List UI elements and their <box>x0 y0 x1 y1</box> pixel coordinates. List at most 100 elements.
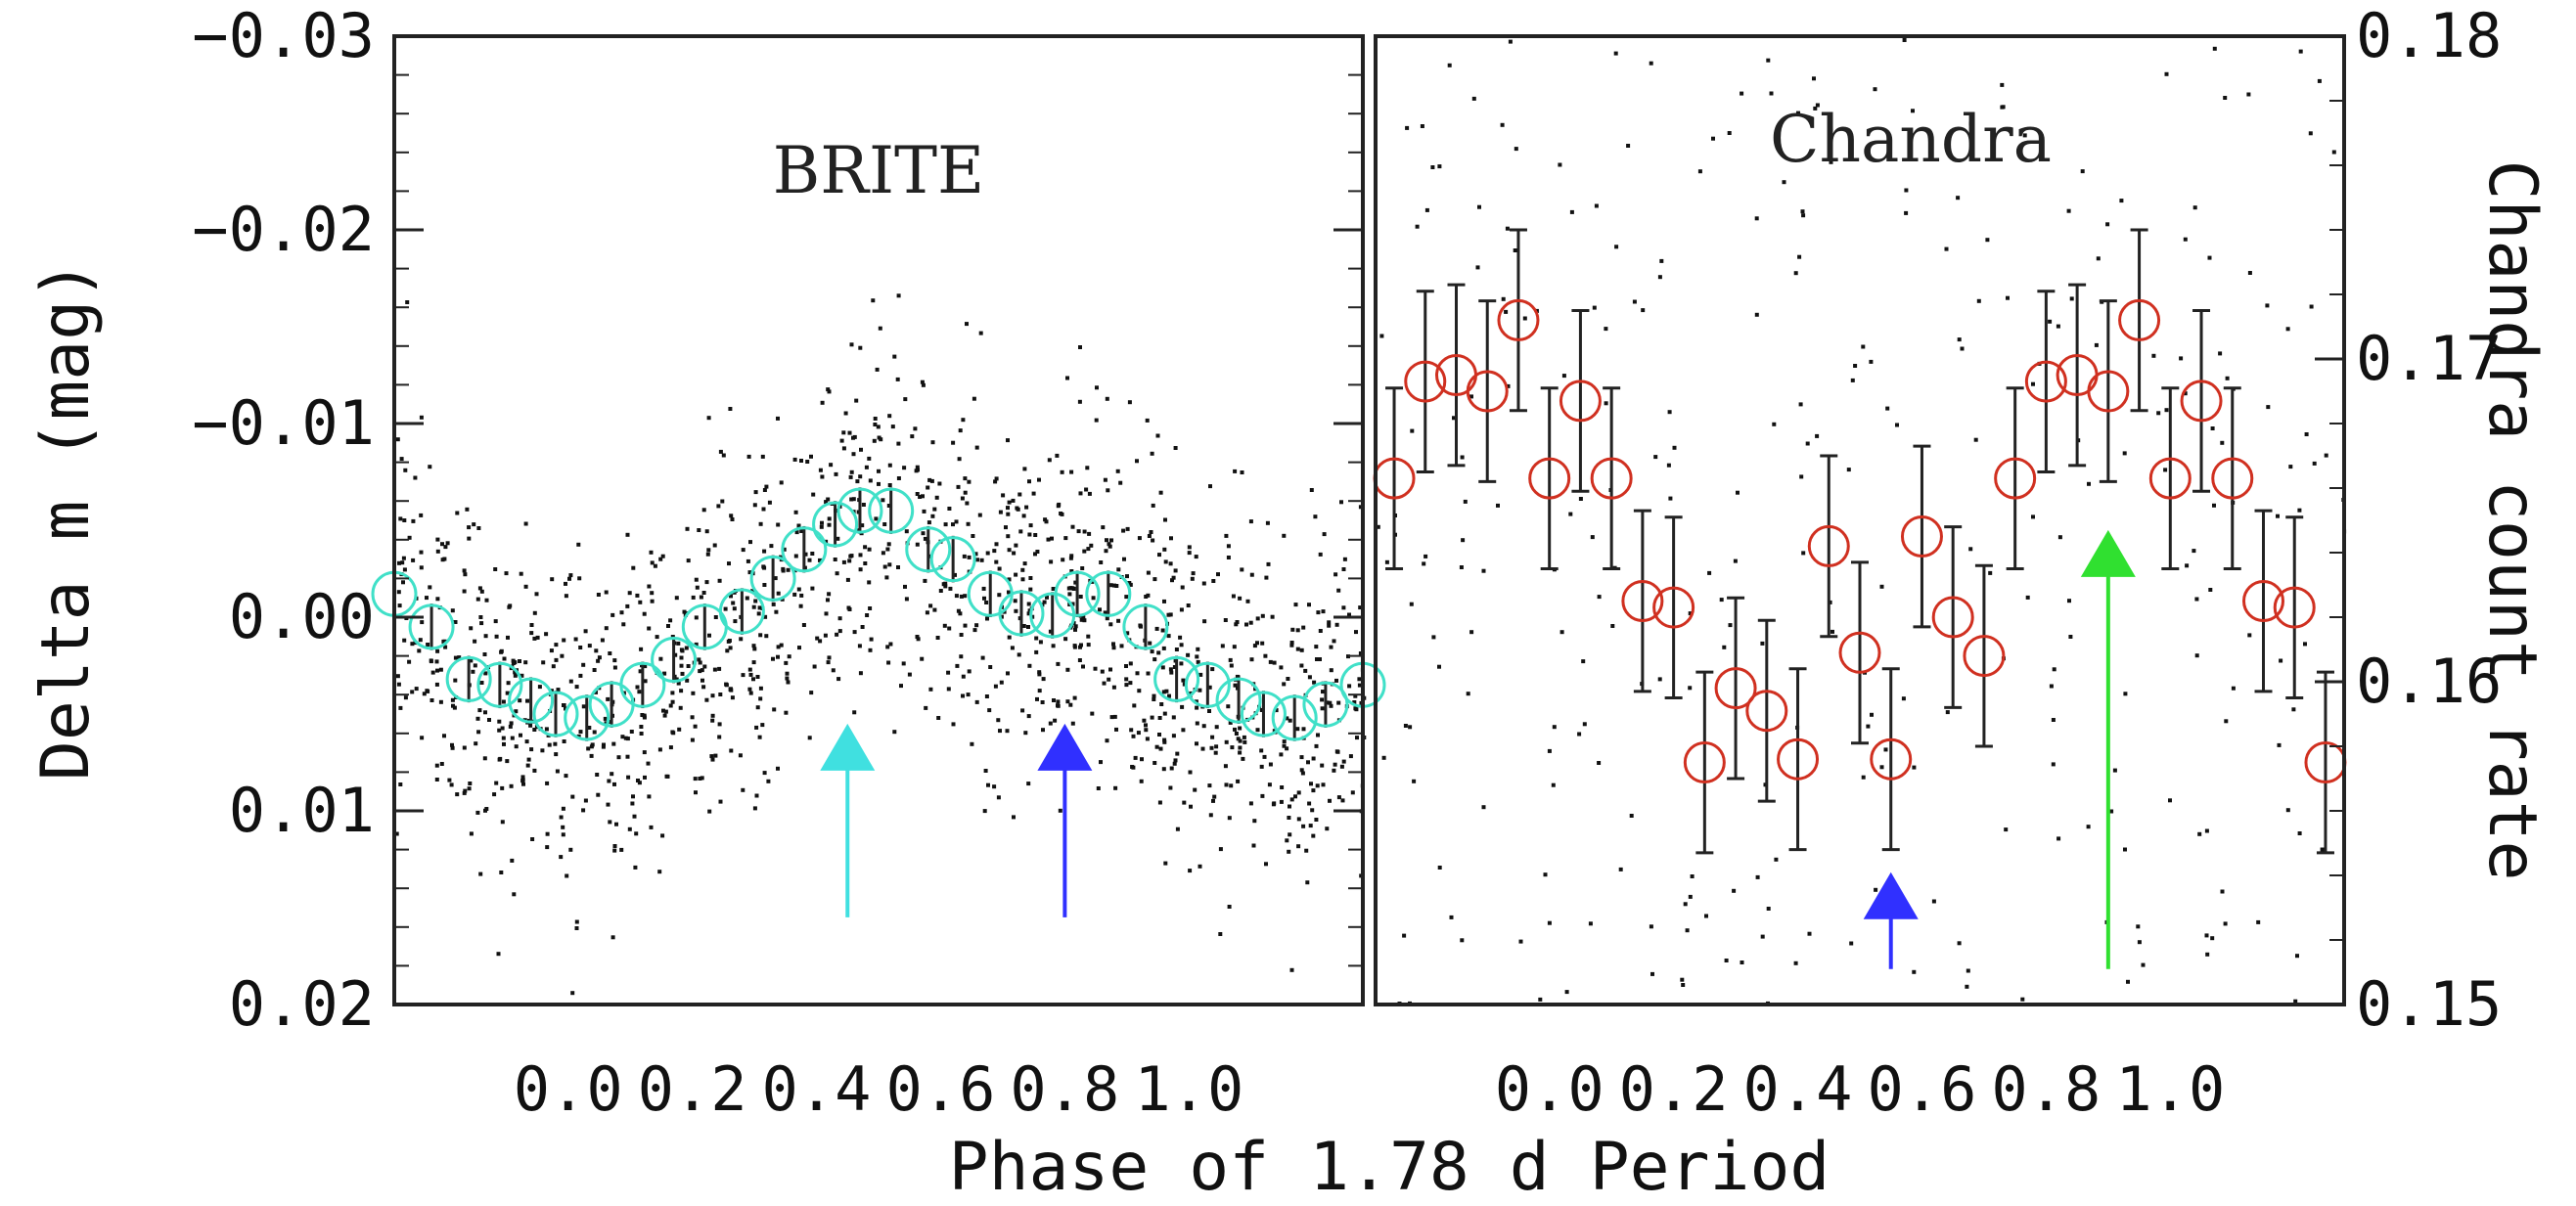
brite-data-point <box>730 695 735 700</box>
brite-data-point <box>699 595 703 600</box>
brite-data-point <box>1251 843 1256 848</box>
brite-data-point <box>1161 690 1166 694</box>
brite-data-point <box>1260 641 1265 646</box>
brite-data-point <box>774 609 779 614</box>
brite-data-point <box>601 744 606 749</box>
brite-data-point <box>604 590 609 595</box>
brite-data-point <box>1137 536 1142 541</box>
brite-data-point <box>1355 736 1359 740</box>
brite-data-point <box>1076 529 1081 534</box>
brite-data-point <box>407 659 412 664</box>
brite-data-point <box>967 555 972 559</box>
brite-data-point <box>739 637 744 642</box>
brite-data-point <box>1147 534 1152 538</box>
brite-binned-point <box>1271 694 1318 741</box>
brite-binned-point <box>651 637 698 684</box>
brite-data-point <box>1154 626 1159 631</box>
chandra-data-point <box>1861 775 1866 780</box>
brite-data-point <box>419 513 424 517</box>
brite-data-point <box>890 424 895 429</box>
brite-data-point <box>1223 618 1228 622</box>
brite-data-point <box>1148 641 1152 646</box>
brite-data-point <box>1227 905 1232 909</box>
chandra-data-point <box>2086 825 2091 829</box>
chandra-data-point <box>1968 547 1973 552</box>
brite-data-point <box>564 581 567 586</box>
brite-data-point <box>524 739 529 744</box>
brite-data-point <box>1230 745 1235 750</box>
brite-data-point <box>896 565 900 569</box>
brite-data-point <box>435 597 440 602</box>
brite-data-point <box>975 558 979 562</box>
brite-data-point <box>837 616 842 621</box>
chandra-data-point <box>1604 327 1608 332</box>
brite-data-point <box>635 685 640 690</box>
chandra-data-point <box>1879 584 1884 589</box>
brite-data-point <box>763 614 768 619</box>
brite-data-point <box>738 753 743 758</box>
chandra-binned-point <box>2148 457 2192 500</box>
chandra-data-point <box>1538 997 1543 1002</box>
brite-data-point <box>1157 716 1162 720</box>
brite-y-tick-label: 0.01 <box>229 775 375 846</box>
brite-data-point <box>1104 549 1108 554</box>
brite-data-point <box>1163 861 1168 866</box>
brite-data-point <box>405 300 410 304</box>
chandra-data-point <box>1547 920 1552 925</box>
brite-data-point <box>435 549 440 554</box>
brite-data-point <box>1146 593 1151 598</box>
brite-data-point <box>963 476 968 481</box>
chandra-data-point <box>2212 46 2217 51</box>
brite-data-point <box>841 559 846 564</box>
brite-data-point <box>925 610 929 615</box>
brite-data-point <box>434 763 439 768</box>
brite-data-point <box>559 815 564 820</box>
brite-data-point <box>1329 703 1333 708</box>
chandra-data-point <box>1680 977 1685 982</box>
brite-data-point <box>479 621 484 626</box>
chandra-data-point <box>1469 394 1473 399</box>
brite-data-point <box>1114 584 1119 588</box>
brite-data-point <box>507 604 512 609</box>
brite-data-point <box>1214 744 1219 749</box>
chandra-data-point <box>2291 707 2296 712</box>
chandra-raw-points <box>1376 38 2347 1005</box>
chandra-data-point <box>1597 761 1602 765</box>
brite-data-point <box>1311 833 1316 838</box>
chandra-data-point <box>2164 408 2169 413</box>
brite-data-point <box>540 748 545 753</box>
brite-data-point <box>1146 570 1151 575</box>
brite-data-point <box>757 605 762 610</box>
brite-data-point <box>442 639 447 644</box>
brite-data-point <box>785 676 790 681</box>
brite-data-point <box>858 671 863 676</box>
brite-data-point <box>1347 684 1352 689</box>
brite-data-point <box>574 919 579 924</box>
chandra-data-point <box>2194 597 2199 602</box>
brite-data-point <box>1007 548 1012 553</box>
brite-data-point <box>1334 622 1339 627</box>
chandra-data-point <box>1577 732 1582 737</box>
brite-data-point <box>1341 759 1346 764</box>
brite-data-point <box>1228 657 1233 662</box>
chandra-data-point <box>2109 809 2114 814</box>
brite-data-point <box>958 428 963 433</box>
brite-data-point <box>886 542 891 547</box>
brite-data-point <box>479 589 484 594</box>
brite-data-point <box>497 728 502 733</box>
chandra-data-point <box>1800 209 1805 214</box>
brite-data-point <box>992 784 997 789</box>
brite-data-point <box>1149 530 1153 534</box>
brite-data-point <box>718 449 723 454</box>
chandra-data-point <box>2288 465 2293 469</box>
chandra-data-point <box>2183 391 2188 396</box>
chandra-data-point <box>1666 463 1671 468</box>
brite-data-point <box>567 576 571 581</box>
brite-data-point <box>1107 677 1111 682</box>
chandra-data-point <box>1559 630 1564 635</box>
brite-data-point <box>658 656 663 661</box>
brite-data-point <box>1101 525 1106 530</box>
brite-x-tick-label: 0.6 <box>885 1053 995 1125</box>
brite-data-point <box>705 552 710 557</box>
brite-data-point <box>810 552 815 556</box>
